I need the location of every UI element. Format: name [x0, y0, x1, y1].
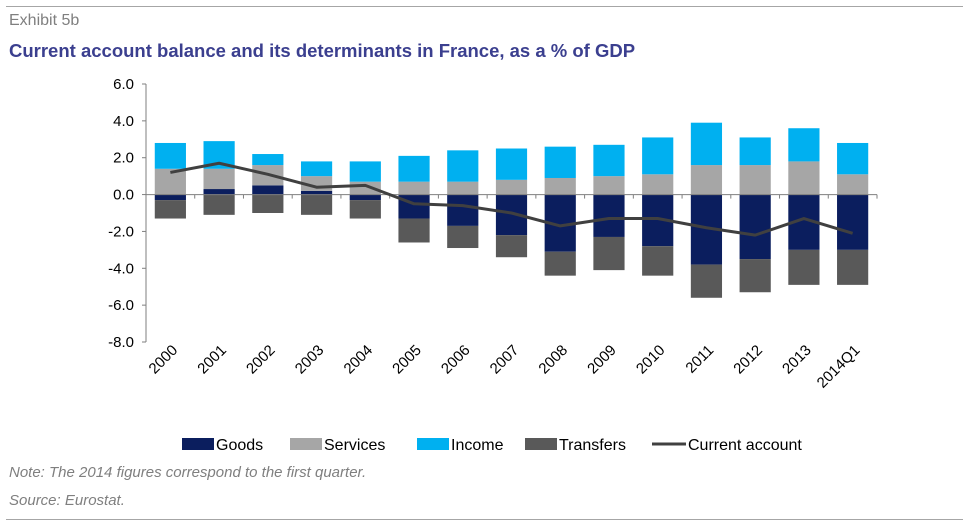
- bar-goods-2004: [349, 194, 381, 201]
- x-tick-label: 2004: [341, 342, 377, 378]
- x-tick-label: 2006: [438, 342, 474, 378]
- legend-label-goods: Goods: [216, 437, 263, 454]
- legend-label-transfers: Transfers: [559, 437, 626, 454]
- y-tick-label: 0.0: [113, 187, 134, 204]
- y-tick-label: -2.0: [108, 223, 134, 240]
- legend-label-services: Services: [324, 437, 385, 454]
- y-tick-label: 4.0: [113, 113, 134, 130]
- bar-goods-2003: [300, 190, 333, 195]
- legend-swatch-income: [417, 438, 449, 450]
- bar-goods-2001: [203, 189, 235, 195]
- bar-income-2012: [739, 137, 771, 166]
- x-tick-label: 2011: [682, 342, 717, 377]
- x-tick-label: 2000: [146, 342, 182, 378]
- bar-income-2005: [398, 155, 430, 182]
- bar-goods-2000: [154, 194, 186, 201]
- bar-income-2000: [154, 142, 186, 169]
- bar-services-2013: [788, 161, 820, 195]
- y-tick-label: -6.0: [108, 297, 134, 314]
- bar-transfers-2012: [739, 259, 771, 293]
- x-tick-label: 2010: [633, 342, 669, 378]
- bar-transfers-2002: [252, 194, 284, 213]
- legend-swatch-transfers: [525, 438, 557, 450]
- bar-income-2007: [495, 148, 528, 180]
- bar-services-2009: [593, 176, 625, 195]
- y-tick-label: -4.0: [108, 260, 134, 277]
- bar-services-2006: [447, 181, 479, 195]
- bar-services-2005: [398, 181, 430, 195]
- bar-transfers-2014q1: [837, 249, 869, 285]
- x-tick-label: 2002: [243, 342, 279, 378]
- bar-services-2000: [154, 168, 186, 195]
- legend-label-income: Income: [451, 437, 504, 454]
- bar-transfers-2009: [593, 236, 625, 271]
- bar-transfers-2004: [349, 200, 381, 219]
- bar-services-2001: [203, 168, 235, 190]
- bar-services-2008: [544, 177, 576, 195]
- bar-transfers-2000: [154, 200, 186, 219]
- bar-goods-2012: [739, 194, 771, 260]
- x-tick-label: 2001: [194, 342, 230, 378]
- bar-income-2009: [593, 144, 625, 177]
- bar-transfers-2006: [447, 225, 479, 249]
- legend-label-current-account: Current account: [688, 437, 802, 454]
- x-tick-label: 2013: [779, 342, 815, 378]
- chart-title: Current account balance and its determin…: [9, 40, 636, 61]
- bar-goods-2006: [447, 194, 479, 226]
- bar-income-2011: [690, 122, 723, 166]
- bar-services-2012: [739, 165, 771, 195]
- x-tick-label: 2007: [487, 342, 523, 378]
- y-tick-label: -8.0: [108, 334, 134, 351]
- chart-note: Note: The 2014 figures correspond to the…: [9, 464, 367, 481]
- bar-transfers-2011: [690, 264, 723, 298]
- bar-transfers-2001: [203, 194, 235, 215]
- x-tick-label: 2005: [389, 342, 425, 378]
- y-tick-label: 6.0: [113, 76, 134, 93]
- bar-income-2002: [252, 154, 284, 166]
- bar-goods-2002: [252, 185, 284, 195]
- bar-services-2007: [495, 179, 528, 195]
- series-line-current-account: [170, 161, 854, 237]
- bar-services-2014q1: [837, 174, 869, 195]
- bar-income-2010: [642, 137, 674, 175]
- bar-transfers-2003: [300, 194, 333, 215]
- x-tick-label: 2003: [292, 342, 328, 378]
- bar-goods-2014q1: [837, 194, 869, 250]
- bar-income-2006: [447, 150, 479, 182]
- bar-transfers-2008: [544, 251, 576, 276]
- legend-swatch-services: [290, 438, 322, 450]
- bar-transfers-2010: [642, 246, 674, 276]
- bar-income-2013: [788, 128, 820, 162]
- bar-services-2011: [690, 165, 723, 195]
- bar-services-2010: [642, 174, 674, 195]
- bar-goods-2009: [593, 194, 625, 237]
- bar-transfers-2005: [398, 218, 430, 243]
- chart-source: Source: Eurostat.: [9, 492, 125, 509]
- x-tick-label: 2008: [535, 342, 571, 378]
- y-tick-label: 2.0: [113, 150, 134, 167]
- bar-income-2004: [349, 161, 381, 182]
- top-rule: [6, 6, 963, 7]
- x-tick-label: 2014Q1: [814, 342, 864, 392]
- bar-income-2008: [544, 146, 576, 178]
- legend-swatch-goods: [182, 438, 214, 450]
- bar-income-2003: [300, 161, 333, 177]
- bar-transfers-2013: [788, 249, 820, 285]
- x-tick-label: 2009: [584, 342, 620, 378]
- exhibit-label: Exhibit 5b: [9, 12, 80, 29]
- bar-transfers-2007: [495, 235, 528, 258]
- x-tick-label: 2012: [730, 342, 766, 378]
- bottom-rule: [6, 519, 963, 520]
- bar-income-2014q1: [837, 142, 869, 175]
